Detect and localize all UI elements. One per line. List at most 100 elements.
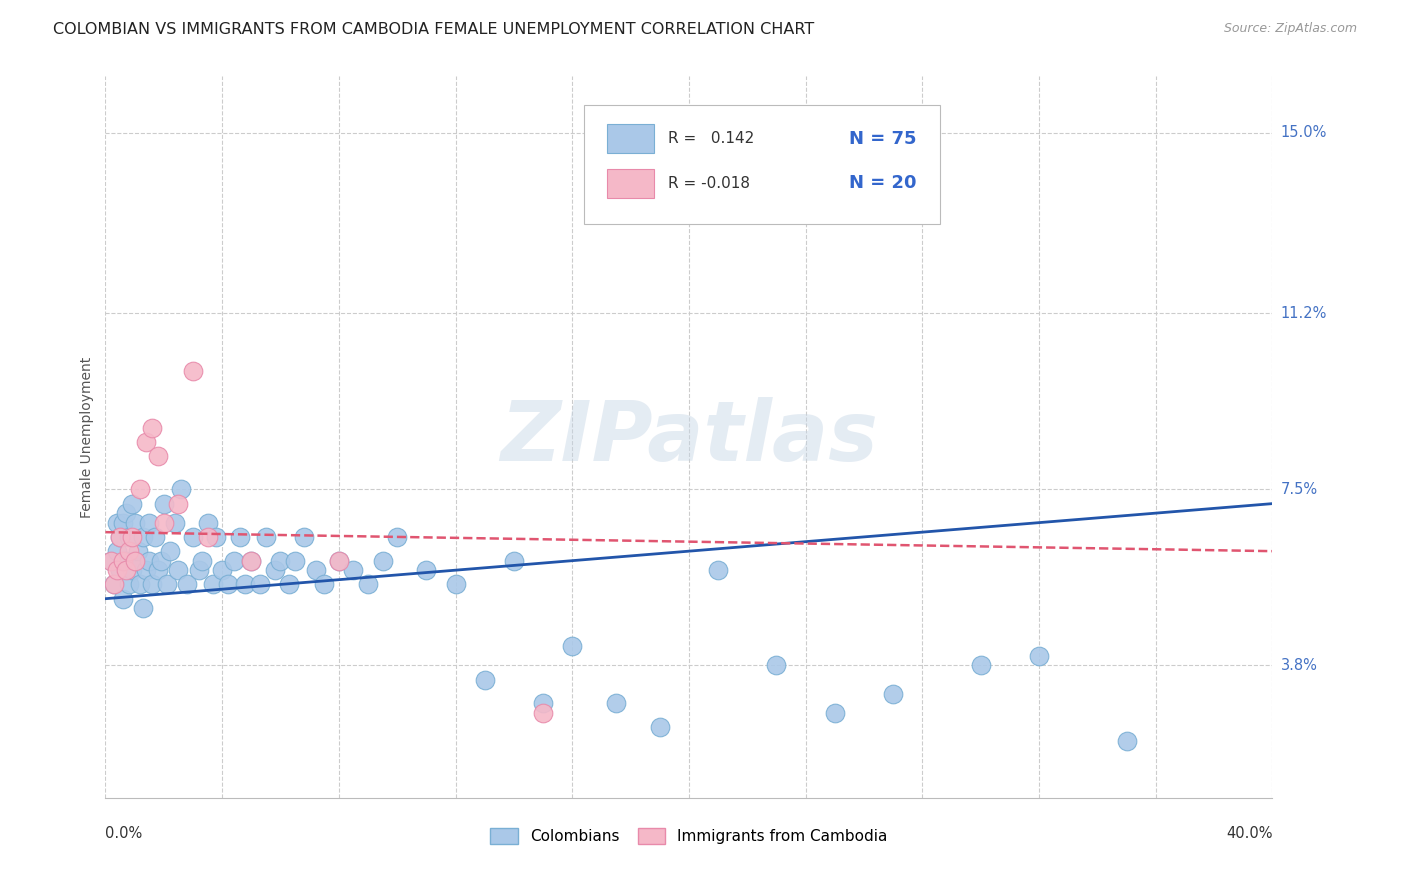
Point [141, 420, 163, 434]
Point [138, 554, 160, 568]
Point [176, 577, 198, 591]
Point [1115, 734, 1137, 748]
Text: 3.8%: 3.8% [1281, 657, 1317, 673]
Point [648, 720, 671, 734]
Point [254, 530, 277, 544]
Point [129, 483, 152, 497]
Point [115, 563, 138, 577]
Point [141, 577, 163, 591]
Point [304, 563, 326, 577]
Point [228, 530, 250, 544]
Point [167, 497, 190, 511]
Bar [607, 169, 654, 198]
Text: ZIPatlas: ZIPatlas [501, 397, 877, 477]
Point [187, 563, 209, 577]
Point [474, 673, 496, 687]
Point [328, 554, 350, 568]
Point [108, 530, 131, 544]
Point [108, 563, 131, 577]
Point [503, 554, 526, 568]
Point [235, 577, 257, 591]
Point [146, 449, 169, 463]
Point [118, 530, 141, 544]
Point [205, 530, 228, 544]
Point [222, 554, 245, 568]
Point [605, 696, 627, 710]
Point [292, 530, 315, 544]
Point [328, 554, 350, 568]
Text: 0.0%: 0.0% [105, 826, 142, 841]
Point [124, 554, 146, 568]
Text: 40.0%: 40.0% [1226, 826, 1272, 841]
Point [970, 658, 993, 673]
Point [531, 696, 554, 710]
Point [124, 516, 146, 530]
Y-axis label: Female Unemployment: Female Unemployment [80, 357, 94, 517]
Text: COLOMBIAN VS IMMIGRANTS FROM CAMBODIA FEMALE UNEMPLOYMENT CORRELATION CHART: COLOMBIAN VS IMMIGRANTS FROM CAMBODIA FE… [53, 22, 814, 37]
Point [357, 577, 380, 591]
Point [146, 563, 169, 577]
Point [202, 577, 225, 591]
Legend: Colombians, Immigrants from Cambodia: Colombians, Immigrants from Cambodia [482, 820, 896, 852]
Point [111, 591, 134, 606]
Point [342, 563, 364, 577]
Point [1028, 648, 1050, 663]
Point [531, 706, 554, 720]
Point [111, 516, 134, 530]
Point [103, 577, 125, 591]
Text: R = -0.018: R = -0.018 [668, 176, 749, 191]
Point [882, 687, 904, 701]
Point [181, 363, 204, 377]
Point [111, 554, 134, 568]
Point [108, 530, 131, 544]
Point [371, 554, 394, 568]
Text: 7.5%: 7.5% [1281, 482, 1317, 497]
Point [240, 554, 263, 568]
Point [132, 530, 155, 544]
Point [103, 577, 125, 591]
Point [444, 577, 467, 591]
Point [263, 563, 285, 577]
Point [153, 497, 174, 511]
Point [561, 639, 583, 653]
Point [132, 601, 155, 615]
Point [115, 554, 138, 568]
Point [240, 554, 263, 568]
Point [197, 516, 219, 530]
Point [765, 658, 787, 673]
Point [181, 530, 204, 544]
Point [149, 554, 172, 568]
Point [170, 483, 193, 497]
Point [415, 563, 437, 577]
Point [190, 554, 212, 568]
Point [278, 577, 301, 591]
Point [118, 544, 141, 558]
Point [115, 506, 138, 520]
Point [156, 577, 179, 591]
Point [100, 554, 122, 568]
Point [121, 530, 143, 544]
Point [385, 530, 409, 544]
Point [138, 516, 160, 530]
Point [100, 554, 122, 568]
Point [105, 544, 128, 558]
Point [143, 530, 166, 544]
Point [124, 554, 146, 568]
Point [249, 577, 271, 591]
Point [211, 563, 233, 577]
Point [159, 544, 181, 558]
Text: N = 75: N = 75 [849, 129, 917, 148]
Point [129, 577, 152, 591]
Point [127, 544, 149, 558]
Point [135, 563, 157, 577]
Point [314, 577, 336, 591]
Text: 15.0%: 15.0% [1281, 126, 1327, 140]
Point [118, 577, 141, 591]
Text: R =   0.142: R = 0.142 [668, 131, 754, 146]
Point [121, 497, 143, 511]
Bar [607, 124, 654, 153]
FancyBboxPatch shape [583, 104, 939, 224]
Point [121, 563, 143, 577]
Text: 11.2%: 11.2% [1281, 306, 1327, 321]
Point [217, 577, 239, 591]
